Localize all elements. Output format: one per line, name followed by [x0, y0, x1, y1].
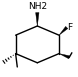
Text: F: F — [68, 23, 73, 32]
Text: NH2: NH2 — [29, 2, 48, 11]
Polygon shape — [59, 54, 70, 59]
Polygon shape — [59, 26, 68, 35]
Polygon shape — [36, 13, 39, 26]
